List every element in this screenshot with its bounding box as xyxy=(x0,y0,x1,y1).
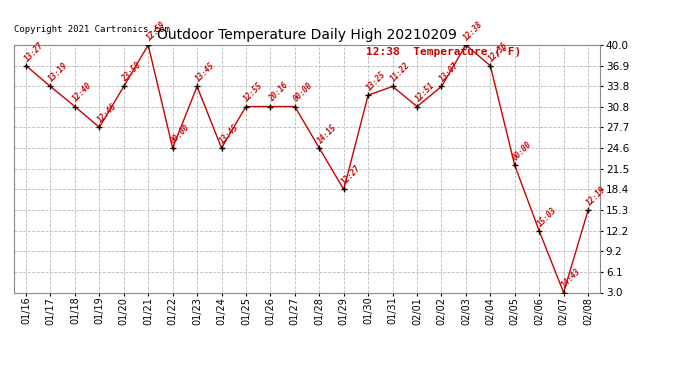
Text: Copyright 2021 Cartronics.com: Copyright 2021 Cartronics.com xyxy=(14,25,170,34)
Text: 13:25: 13:25 xyxy=(364,70,387,92)
Text: 12:46: 12:46 xyxy=(96,102,119,124)
Text: 00:00: 00:00 xyxy=(169,123,192,145)
Text: 13:07: 13:07 xyxy=(438,61,461,84)
Text: 00:00: 00:00 xyxy=(291,81,314,104)
Text: 20:16: 20:16 xyxy=(267,81,290,104)
Text: 12:38  Temperature (°F): 12:38 Temperature (°F) xyxy=(366,48,521,57)
Text: 12:40: 12:40 xyxy=(71,81,94,104)
Text: 12:27: 12:27 xyxy=(340,164,363,187)
Text: 15:03: 15:03 xyxy=(535,206,558,228)
Title: Outdoor Temperature Daily High 20210209: Outdoor Temperature Daily High 20210209 xyxy=(157,28,457,42)
Text: 12:55: 12:55 xyxy=(242,81,265,104)
Text: 23:58: 23:58 xyxy=(120,61,143,84)
Text: 13:19: 13:19 xyxy=(47,61,70,84)
Text: 12:19: 12:19 xyxy=(584,185,607,207)
Text: 11:22: 11:22 xyxy=(389,61,412,84)
Text: 12:59: 12:59 xyxy=(145,20,168,42)
Text: 12:36: 12:36 xyxy=(486,40,509,63)
Text: 14:43: 14:43 xyxy=(560,267,583,290)
Text: 13:45: 13:45 xyxy=(218,123,241,145)
Text: 12:51: 12:51 xyxy=(413,81,436,104)
Text: 00:00: 00:00 xyxy=(511,140,534,163)
Text: 13:27: 13:27 xyxy=(23,40,45,63)
Text: 14:15: 14:15 xyxy=(316,123,338,145)
Text: 13:45: 13:45 xyxy=(193,61,216,84)
Text: 12:38: 12:38 xyxy=(462,20,485,42)
